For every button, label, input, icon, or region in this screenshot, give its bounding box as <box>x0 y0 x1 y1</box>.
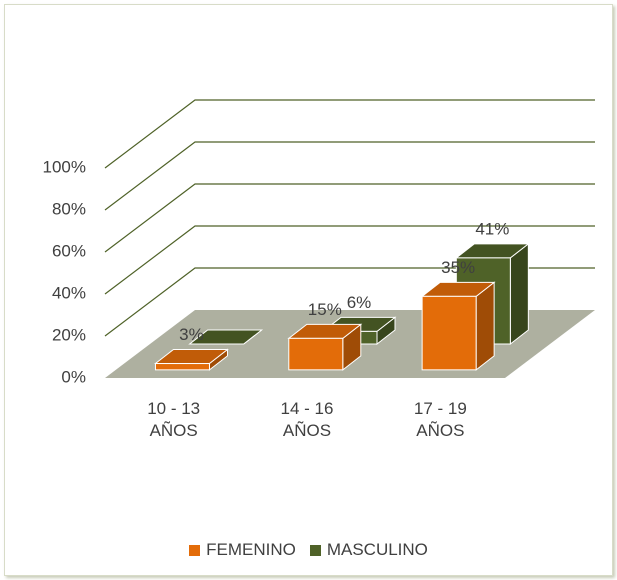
bar-top <box>188 329 264 345</box>
legend-swatch <box>189 544 201 556</box>
data-label: 15% <box>308 300 342 319</box>
y-tick-label: 20% <box>52 325 86 344</box>
legend: FEMENINO MASCULINO <box>0 540 617 560</box>
legend-item: FEMENINO <box>189 540 296 560</box>
legend-swatch <box>309 544 321 556</box>
y-tick-label: 80% <box>52 199 86 218</box>
legend-item: MASCULINO <box>309 540 428 560</box>
bar-side <box>475 281 495 371</box>
grid-line <box>104 225 595 295</box>
x-tick-label: 10 - 13 AÑOS <box>147 399 201 440</box>
bar-front <box>421 295 477 371</box>
y-tick-label: 60% <box>52 241 86 260</box>
x-tick-label: 14 - 16 AÑOS <box>280 399 334 440</box>
grid-line <box>104 183 595 253</box>
bar-side <box>509 242 529 346</box>
grid-line <box>104 99 595 169</box>
data-label: 6% <box>347 293 372 312</box>
x-tick-label: 17 - 19 AÑOS <box>413 399 467 440</box>
grid-line <box>104 141 595 211</box>
legend-label: FEMENINO <box>206 540 296 559</box>
legend-label: MASCULINO <box>326 540 428 559</box>
data-label: 41% <box>475 219 509 238</box>
data-label: 3% <box>179 325 204 344</box>
y-tick-label: 40% <box>52 283 86 302</box>
data-label: 35% <box>441 258 475 277</box>
bar-front <box>154 363 210 371</box>
bar-front <box>288 337 344 371</box>
y-tick-label: 100% <box>43 157 86 176</box>
y-tick-label: 0% <box>61 367 86 386</box>
chart-frame <box>4 4 613 576</box>
